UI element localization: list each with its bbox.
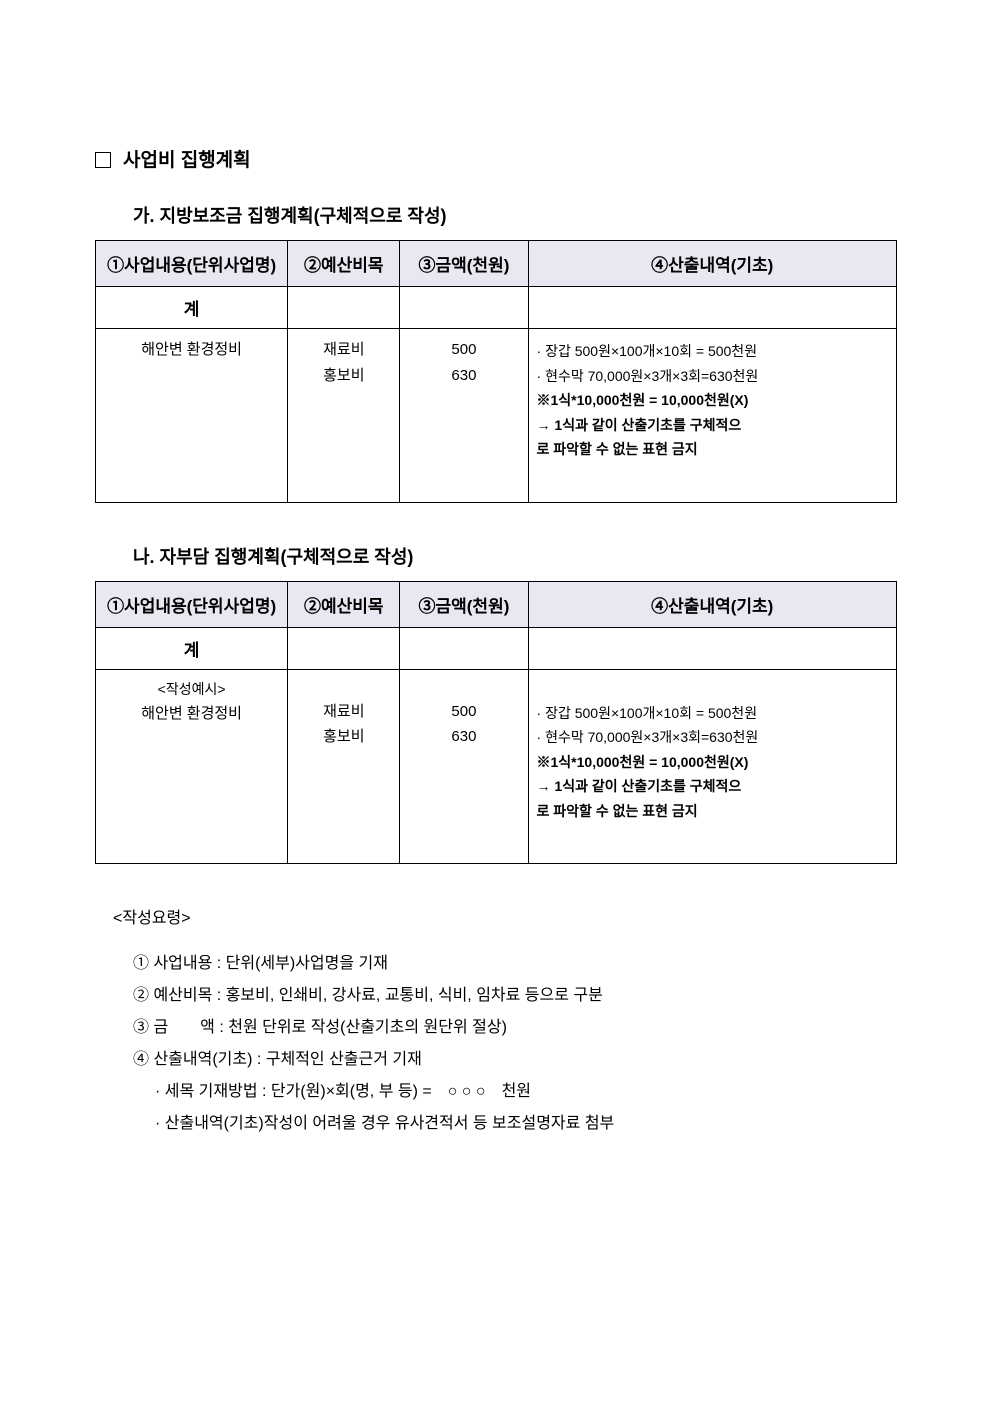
detail-b-2: · 현수막 70,000원×3개×3회=630천원 bbox=[537, 725, 888, 750]
main-title-text: 사업비 집행계획 bbox=[123, 150, 251, 171]
spacer bbox=[408, 678, 519, 699]
subtotal-b-label: 계 bbox=[96, 627, 288, 669]
row-b-project: <작성예시> 해안변 환경정비 bbox=[96, 669, 288, 864]
detail-b-5: 로 파악할 수 없는 표현 금지 bbox=[537, 799, 888, 824]
guideline-item-4: ④ 산출내역(기초) : 구체적인 산출근거 기재 bbox=[133, 1044, 897, 1076]
checkbox-icon bbox=[95, 152, 111, 168]
project-name-a: 해안변 환경정비 bbox=[104, 337, 279, 363]
detail-a-4: → 1식과 같이 산출기초를 구체적으 bbox=[537, 413, 888, 438]
header-a-col3: ③금액(천원) bbox=[400, 241, 528, 287]
detail-b-4: → 1식과 같이 산출기초를 구체적으 bbox=[537, 774, 888, 799]
table-row: 계 bbox=[96, 627, 897, 669]
row-a-detail: · 장갑 500원×100개×10회 = 500천원 · 현수막 70,000원… bbox=[528, 329, 896, 503]
header-b-col4: ④산출내역(기초) bbox=[528, 581, 896, 627]
subtotal-a-cell2 bbox=[288, 287, 400, 329]
header-a-col2: ②예산비목 bbox=[288, 241, 400, 287]
guidelines-section: <작성요령> ① 사업내용 : 단위(세부)사업명을 기재 ② 예산비목 : 홍… bbox=[113, 904, 897, 1140]
detail-a-3: ※1식*10,000천원 = 10,000천원(X) bbox=[537, 388, 888, 413]
amount-b-2: 630 bbox=[408, 724, 519, 750]
amount-b-1: 500 bbox=[408, 699, 519, 725]
detail-b-1: · 장갑 500원×100개×10회 = 500천원 bbox=[537, 701, 888, 726]
spacer bbox=[537, 680, 888, 701]
table-section-a: ①사업내용(단위사업명) ②예산비목 ③금액(천원) ④산출내역(기초) 계 해… bbox=[95, 240, 897, 503]
spacer bbox=[296, 678, 391, 699]
subtotal-b-cell4 bbox=[528, 627, 896, 669]
budget-b-1: 재료비 bbox=[296, 699, 391, 725]
detail-a-5: 로 파악할 수 없는 표현 금지 bbox=[537, 437, 888, 462]
main-section-title: 사업비 집행계획 bbox=[95, 145, 897, 172]
detail-a-1: · 장갑 500원×100개×10회 = 500천원 bbox=[537, 339, 888, 364]
subtotal-a-cell3 bbox=[400, 287, 528, 329]
subtotal-b-cell3 bbox=[400, 627, 528, 669]
table-row: 계 bbox=[96, 287, 897, 329]
row-b-amount: 500 630 bbox=[400, 669, 528, 864]
amount-a-2: 630 bbox=[408, 363, 519, 389]
header-a-col1: ①사업내용(단위사업명) bbox=[96, 241, 288, 287]
row-a-budget: 재료비 홍보비 bbox=[288, 329, 400, 503]
example-label-b: <작성예시> bbox=[104, 678, 279, 702]
row-b-detail: · 장갑 500원×100개×10회 = 500천원 · 현수막 70,000원… bbox=[528, 669, 896, 864]
table-row: 해안변 환경정비 재료비 홍보비 500 630 · 장갑 500원×100개×… bbox=[96, 329, 897, 503]
row-a-amount: 500 630 bbox=[400, 329, 528, 503]
table-row: <작성예시> 해안변 환경정비 재료비 홍보비 500 630 · 장갑 500… bbox=[96, 669, 897, 864]
table-section-b: ①사업내용(단위사업명) ②예산비목 ③금액(천원) ④산출내역(기초) 계 <… bbox=[95, 581, 897, 865]
row-b-budget: 재료비 홍보비 bbox=[288, 669, 400, 864]
guidelines-title: <작성요령> bbox=[113, 904, 897, 928]
guideline-item-4a: · 세목 기재방법 : 단가(원)×회(명, 부 등) = ○ ○ ○ 천원 bbox=[155, 1076, 897, 1108]
guideline-item-3: ③ 금 액 : 천원 단위로 작성(산출기초의 원단위 절상) bbox=[133, 1012, 897, 1044]
guideline-item-2: ② 예산비목 : 홍보비, 인쇄비, 강사료, 교통비, 식비, 임차료 등으로… bbox=[133, 980, 897, 1012]
budget-b-2: 홍보비 bbox=[296, 724, 391, 750]
budget-a-2: 홍보비 bbox=[296, 363, 391, 389]
guidelines-list: ① 사업내용 : 단위(세부)사업명을 기재 ② 예산비목 : 홍보비, 인쇄비… bbox=[133, 948, 897, 1140]
guideline-item-4b: · 산출내역(기초)작성이 어려울 경우 유사견적서 등 보조설명자료 첨부 bbox=[155, 1108, 897, 1140]
amount-a-1: 500 bbox=[408, 337, 519, 363]
header-b-col1: ①사업내용(단위사업명) bbox=[96, 581, 288, 627]
guideline-item-1: ① 사업내용 : 단위(세부)사업명을 기재 bbox=[133, 948, 897, 980]
header-b-col3: ③금액(천원) bbox=[400, 581, 528, 627]
row-a-project: 해안변 환경정비 bbox=[96, 329, 288, 503]
subtotal-a-cell4 bbox=[528, 287, 896, 329]
project-name-b: 해안변 환경정비 bbox=[104, 701, 279, 727]
section-a-title: 가. 지방보조금 집행계획(구체적으로 작성) bbox=[133, 202, 897, 228]
section-b-title: 나. 자부담 집행계획(구체적으로 작성) bbox=[133, 543, 897, 569]
subtotal-b-cell2 bbox=[288, 627, 400, 669]
subtotal-a-label: 계 bbox=[96, 287, 288, 329]
detail-a-2: · 현수막 70,000원×3개×3회=630천원 bbox=[537, 364, 888, 389]
budget-a-1: 재료비 bbox=[296, 337, 391, 363]
header-b-col2: ②예산비목 bbox=[288, 581, 400, 627]
header-a-col4: ④산출내역(기초) bbox=[528, 241, 896, 287]
detail-b-3: ※1식*10,000천원 = 10,000천원(X) bbox=[537, 750, 888, 775]
